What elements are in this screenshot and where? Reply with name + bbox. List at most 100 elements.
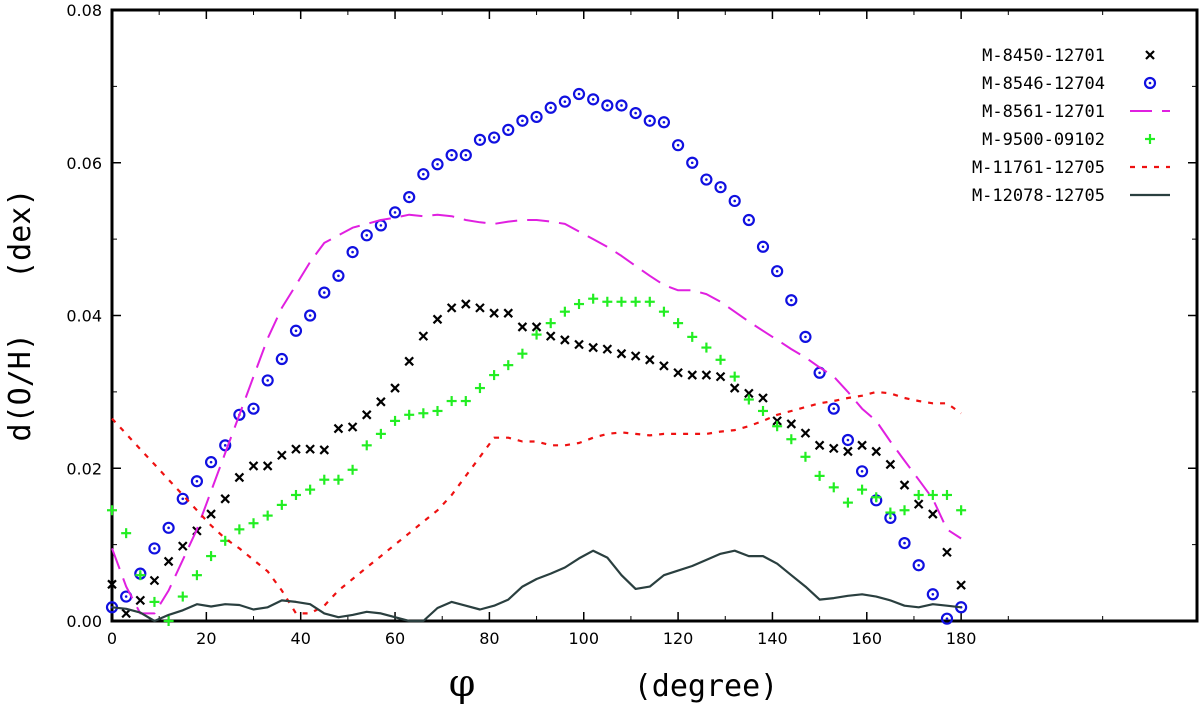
data-point bbox=[800, 451, 811, 462]
x-stroke bbox=[545, 331, 556, 341]
circle-ring bbox=[714, 181, 727, 194]
data-point bbox=[659, 361, 669, 371]
data-point bbox=[390, 383, 400, 393]
data-point bbox=[445, 149, 458, 162]
data-point bbox=[772, 421, 783, 432]
data-point bbox=[234, 524, 245, 535]
data-point bbox=[432, 405, 443, 416]
circle-ring bbox=[148, 542, 161, 555]
x-stroke bbox=[503, 308, 514, 318]
data-point bbox=[942, 547, 952, 558]
x-stroke bbox=[899, 480, 910, 490]
circle-center bbox=[775, 269, 779, 273]
data-point bbox=[912, 559, 925, 572]
circle-ring bbox=[587, 93, 600, 106]
data-point bbox=[432, 314, 443, 325]
x-tick-label: 180 bbox=[946, 629, 977, 648]
data-point bbox=[658, 306, 669, 317]
x-tick-label: 40 bbox=[291, 629, 311, 648]
x-stroke bbox=[446, 303, 457, 313]
x-stroke bbox=[673, 368, 683, 378]
legend-label: M-11761-12705 bbox=[972, 158, 1105, 178]
data-point bbox=[927, 489, 938, 500]
x-stroke bbox=[432, 314, 443, 325]
y-tick-label: 0.02 bbox=[66, 459, 102, 478]
data-point bbox=[615, 99, 628, 112]
legend-label: M-8561-12701 bbox=[982, 102, 1105, 122]
data-point bbox=[828, 482, 839, 493]
x-stroke bbox=[630, 351, 641, 361]
circle-ring bbox=[657, 116, 671, 129]
data-point bbox=[204, 456, 218, 469]
circle-ring bbox=[403, 191, 416, 204]
data-point bbox=[871, 446, 881, 457]
circle-center bbox=[337, 274, 340, 278]
x-stroke bbox=[149, 575, 160, 586]
data-point bbox=[744, 388, 754, 399]
circle-ring bbox=[247, 402, 260, 415]
circle-ring bbox=[473, 133, 487, 146]
data-point bbox=[843, 446, 853, 457]
x-stroke bbox=[701, 370, 712, 380]
circle-ring bbox=[289, 324, 303, 337]
circle-center bbox=[351, 250, 354, 254]
data-point bbox=[361, 410, 372, 420]
x-stroke bbox=[475, 303, 485, 313]
data-point bbox=[488, 131, 501, 144]
circle-center bbox=[705, 178, 708, 181]
data-point bbox=[149, 596, 160, 607]
data-point bbox=[502, 123, 515, 137]
circle-center bbox=[549, 106, 553, 110]
data-point bbox=[799, 330, 812, 343]
circle-ring bbox=[671, 139, 685, 152]
data-point bbox=[841, 433, 855, 447]
data-point bbox=[729, 383, 740, 393]
circle-center bbox=[761, 245, 765, 249]
circle-center bbox=[379, 224, 383, 227]
legend-label: M-9500-09102 bbox=[982, 130, 1105, 150]
circle-ring bbox=[771, 265, 784, 278]
series-line bbox=[111, 549, 962, 623]
data-point bbox=[855, 465, 869, 478]
data-point bbox=[163, 616, 174, 626]
data-point bbox=[304, 309, 317, 322]
x-stroke bbox=[885, 459, 896, 470]
legend-swatch bbox=[1145, 134, 1155, 144]
circle-center bbox=[931, 592, 935, 596]
data-point bbox=[177, 591, 188, 602]
data-point bbox=[248, 461, 259, 471]
x-stroke bbox=[390, 383, 400, 393]
x-tick-label: 140 bbox=[757, 629, 788, 648]
data-point bbox=[657, 116, 671, 129]
data-point bbox=[956, 580, 966, 590]
circle-ring bbox=[388, 206, 402, 219]
data-point bbox=[644, 296, 655, 307]
circle-center bbox=[591, 98, 595, 101]
circle-ring bbox=[926, 588, 939, 601]
circle-ring bbox=[304, 309, 317, 322]
circle-ring bbox=[572, 87, 586, 101]
circle-ring bbox=[516, 114, 529, 127]
data-point bbox=[404, 409, 415, 420]
circle-center bbox=[634, 111, 637, 115]
circle-center bbox=[917, 563, 920, 567]
circle-ring bbox=[162, 521, 175, 534]
x-tick-label: 0 bbox=[107, 629, 117, 648]
circle-ring bbox=[940, 612, 954, 625]
data-point bbox=[360, 229, 373, 242]
data-point bbox=[588, 293, 599, 304]
circle-center bbox=[195, 479, 199, 483]
x-stroke bbox=[645, 355, 655, 365]
data-point bbox=[404, 356, 414, 367]
data-point bbox=[489, 370, 500, 381]
data-point bbox=[319, 445, 330, 455]
data-point bbox=[446, 396, 457, 407]
x-stroke bbox=[729, 383, 740, 393]
data-point bbox=[715, 371, 726, 382]
x-stroke bbox=[248, 461, 259, 471]
data-point bbox=[346, 246, 359, 259]
data-point bbox=[913, 489, 924, 500]
data-point bbox=[163, 556, 174, 567]
circle-ring bbox=[318, 286, 331, 299]
